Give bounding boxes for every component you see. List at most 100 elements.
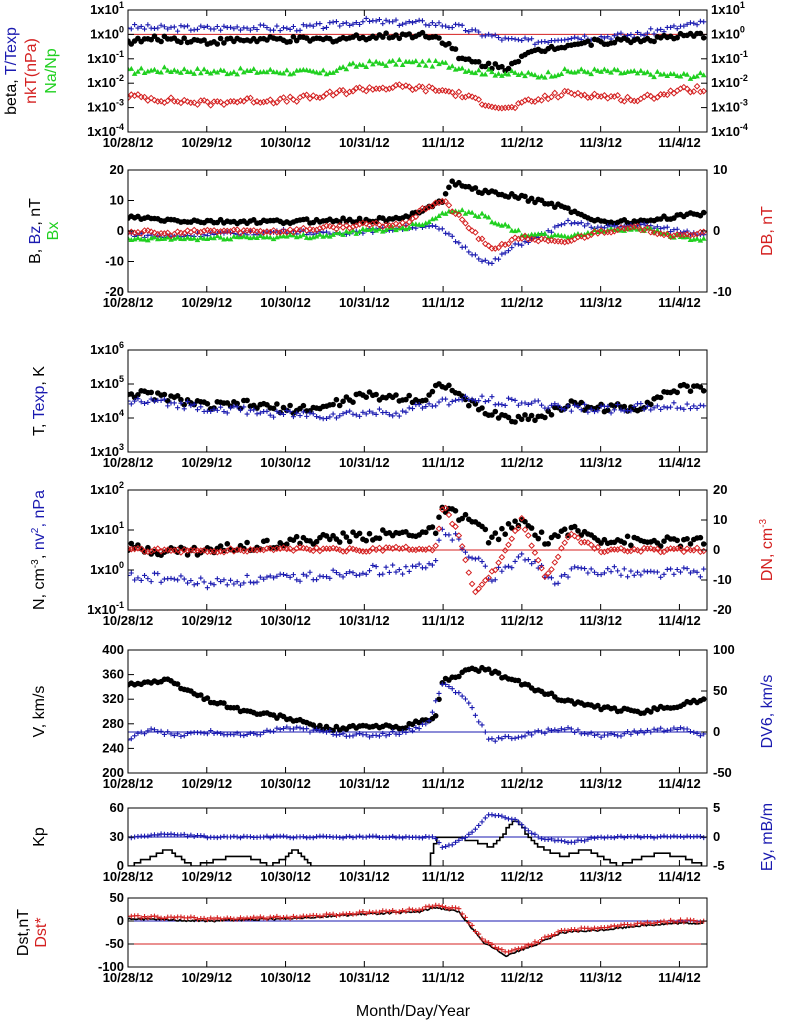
beta-series-0-point — [155, 25, 161, 31]
dst-series-1-point — [185, 915, 191, 921]
bfield-y-axis-label-1: Bx — [45, 222, 62, 241]
velocity-series-1-point — [621, 731, 627, 737]
temp-series-1-point — [648, 407, 654, 413]
kp-x-tick-label: 11/3/12 — [579, 869, 622, 884]
beta-series-0-point — [307, 22, 313, 28]
density-series-2-point — [630, 545, 638, 553]
beta-series-0-point — [413, 19, 419, 25]
bfield-series-2-point — [214, 233, 221, 239]
beta-series-0-point — [426, 22, 432, 28]
kp-series-1-point — [499, 813, 505, 819]
temp-series-1-point — [552, 401, 558, 407]
beta-series-3-point — [270, 99, 277, 107]
temp-series-1-point — [370, 410, 376, 416]
bfield-series-3-point — [326, 222, 334, 230]
kp-y2-tick-label: -5 — [713, 858, 725, 873]
beta-series-3-point — [184, 98, 191, 105]
density-series-2-point — [541, 573, 549, 580]
velocity-series-1-point — [383, 733, 389, 739]
beta-series-3-point — [273, 99, 281, 106]
density-series-1-point — [605, 566, 611, 572]
dst-series-1-point — [290, 913, 296, 919]
beta-series-0-point — [658, 26, 664, 32]
dst-series-1-point — [472, 928, 478, 934]
bfield-series-3-point — [190, 226, 198, 234]
density-series-2-point — [349, 545, 357, 553]
beta-series-3-point — [468, 93, 476, 100]
bfield-series-2-point — [575, 231, 581, 237]
density-series-0-point — [224, 541, 231, 547]
velocity-series-1-point — [367, 734, 373, 740]
density-series-1-point — [423, 565, 429, 571]
density-series-1-point — [188, 578, 194, 584]
bfield-series-3-point — [445, 201, 453, 209]
velocity-series-1-point — [158, 728, 164, 734]
density-series-1-point — [648, 568, 654, 574]
bfield-series-2-point — [135, 235, 141, 241]
temp-x-tick-label: 11/3/12 — [579, 455, 622, 470]
velocity-series-1-point — [426, 718, 432, 724]
bfield-series-3-point — [680, 231, 688, 239]
dst-series-1-point — [615, 923, 621, 929]
beta-series-3-point — [369, 86, 377, 93]
temp-series-0-point — [373, 391, 379, 398]
velocity-series-1-point — [678, 725, 684, 731]
bfield-series-0-point — [446, 184, 452, 191]
beta-series-0-point — [582, 33, 588, 39]
bfield-series-2-point — [439, 210, 446, 216]
temp-series-1-point — [681, 406, 687, 412]
kp-series-1-point — [267, 835, 273, 841]
dst-series-1-point — [254, 915, 260, 921]
density-series-2-point — [518, 514, 526, 522]
bfield-series-3-point — [458, 216, 466, 223]
temp-series-0-point — [522, 412, 528, 418]
temp-series-1-point — [218, 404, 224, 410]
velocity-series-1-point — [469, 705, 475, 711]
beta-series-2-point — [674, 72, 681, 78]
bfield-series-3-point — [300, 224, 307, 232]
beta-series-2-point — [250, 66, 257, 72]
bfield-series-2-point — [250, 234, 257, 240]
beta-x-tick-label: 11/3/12 — [579, 135, 622, 150]
kp-series-1-point — [453, 839, 459, 845]
kp-series-1-point — [638, 835, 644, 841]
dst-series-1-point — [333, 913, 339, 919]
velocity-x-tick-label: 11/3/12 — [579, 776, 622, 791]
bfield-series-3-point — [412, 213, 420, 221]
kp-series-1-point — [191, 833, 197, 839]
dst-series-1-point — [482, 938, 488, 944]
bfield-series-3-point — [333, 225, 340, 233]
beta-series-2-point — [436, 61, 442, 67]
dst-series-1-point — [535, 940, 541, 946]
temp-series-1-point — [644, 403, 650, 409]
density-series-1-point — [290, 572, 296, 578]
beta-series-3-point — [128, 94, 132, 102]
beta-series-1-point — [380, 34, 386, 40]
density-series-0-point — [528, 525, 535, 531]
beta-series-2-point — [168, 69, 174, 75]
bfield-series-2-point — [323, 232, 330, 238]
velocity-series-1-point — [423, 721, 429, 727]
density-series-2-point — [452, 523, 459, 530]
temp-series-1-point — [482, 399, 488, 405]
velocity-series-1-point — [588, 730, 594, 736]
temp-series-1-point — [128, 398, 131, 404]
dst-series-1-point — [386, 909, 392, 915]
beta-series-1-point — [674, 34, 680, 41]
temp-series-1-point — [383, 409, 389, 415]
density-x-tick-label: 11/1/12 — [422, 613, 465, 628]
kp-x-tick-label: 11/4/12 — [658, 869, 701, 884]
bfield-series-3-point — [650, 229, 658, 236]
beta-series-0-point — [436, 20, 442, 26]
beta-series-2-point — [459, 65, 465, 71]
beta-series-0-point — [565, 36, 571, 42]
dst-series-1-point — [234, 916, 240, 922]
beta-series-0-point — [327, 20, 333, 26]
dst-series-1-point — [178, 914, 184, 920]
beta-series-2-point — [396, 56, 403, 62]
bfield-series-3-point — [597, 227, 605, 234]
kp-series-1-point — [350, 835, 356, 841]
density-series-2-point — [677, 545, 684, 552]
density-series-2-point — [412, 546, 420, 554]
density-series-1-point — [138, 577, 144, 583]
